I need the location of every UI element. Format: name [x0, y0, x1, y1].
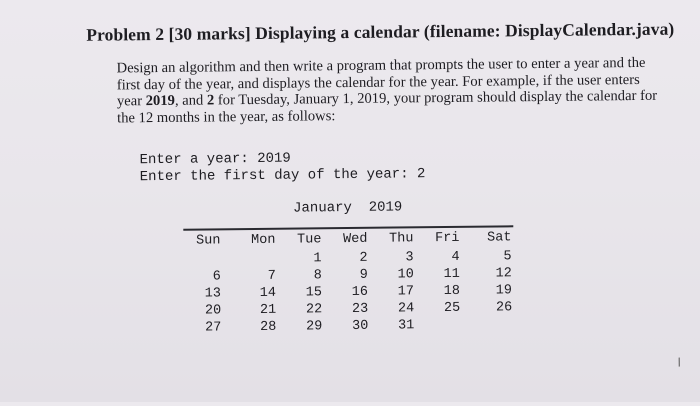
- date-cell: 2: [328, 251, 368, 266]
- date-cell: 8: [282, 268, 322, 283]
- date-cell: 1: [282, 251, 322, 266]
- day-header-tue: Tue: [281, 232, 321, 247]
- date-cell: 17: [374, 284, 414, 299]
- date-cell: 9: [328, 268, 368, 283]
- date-cell: 11: [420, 267, 460, 282]
- date-cell: 18: [420, 284, 460, 299]
- console-prompt-first-day: Enter the first day of the year: 2: [140, 166, 426, 185]
- day-header-thu: Thu: [373, 231, 413, 246]
- date-cell: 29: [282, 319, 322, 334]
- day-header-mon: Mon: [235, 233, 275, 248]
- day-header-sun: Sun: [180, 233, 220, 248]
- date-cell: 10: [374, 267, 414, 282]
- date-cell: 27: [181, 320, 221, 335]
- date-cell: 15: [282, 285, 322, 300]
- date-cell: 31: [374, 318, 414, 333]
- date-cell: 22: [282, 302, 322, 317]
- date-cell: 30: [328, 319, 368, 334]
- day-header-sat: Sat: [471, 230, 511, 245]
- day-header-fri: Fri: [419, 231, 459, 246]
- problem-description: Design an algorithm and then write a pro…: [117, 55, 678, 127]
- date-cell: 25: [420, 301, 460, 316]
- date-cell: 13: [181, 286, 221, 301]
- date-cell: 23: [328, 302, 368, 317]
- date-cell: 3: [374, 250, 414, 265]
- date-cell: 4: [420, 250, 460, 265]
- date-cell: 21: [236, 303, 276, 318]
- date-cell: 19: [472, 283, 512, 298]
- date-cell: 6: [181, 269, 221, 284]
- bold-value: 2019: [146, 93, 175, 109]
- calendar-divider: [183, 225, 513, 230]
- text-run: , and: [175, 92, 207, 108]
- date-cell: 16: [328, 285, 368, 300]
- date-cell: 12: [472, 266, 512, 281]
- text-run: the 12 months in the year, as follows:: [117, 108, 335, 126]
- date-cell: 26: [472, 300, 512, 315]
- text-run: year: [117, 93, 146, 109]
- stray-mark: [679, 358, 680, 367]
- date-cell: 14: [236, 286, 276, 301]
- console-prompt-year: Enter a year: 2019: [139, 151, 290, 169]
- date-cell: 5: [472, 249, 512, 264]
- calendar-week-row: 27 28 29 30 31: [184, 317, 514, 337]
- calendar-month-heading: January 2019: [293, 199, 402, 216]
- day-header-wed: Wed: [327, 232, 367, 247]
- date-cell: 7: [236, 269, 276, 284]
- date-cell: 28: [236, 320, 276, 335]
- date-cell: 20: [181, 303, 221, 318]
- date-cell: 24: [374, 301, 414, 316]
- problem-title: Problem 2 [30 marks] Displaying a calend…: [86, 19, 674, 46]
